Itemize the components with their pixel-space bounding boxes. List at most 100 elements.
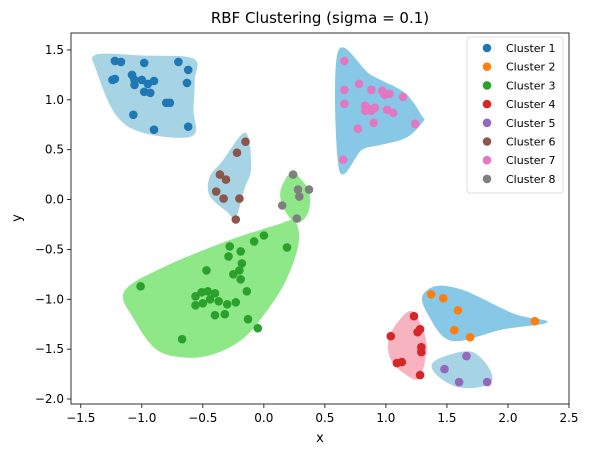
data-point (360, 106, 370, 116)
legend-label: Cluster 7 (506, 154, 556, 167)
data-point (409, 311, 419, 321)
y-axis-ticks: 1.5 1.0 0.5 0.0 −0.5 −1.0 −1.5 −2.0 (35, 43, 71, 406)
data-point (353, 124, 363, 133)
series-cluster-1 (108, 56, 193, 134)
data-point (174, 57, 183, 67)
data-point (139, 87, 149, 97)
data-point (183, 65, 193, 75)
data-point (440, 364, 449, 374)
data-point (210, 310, 220, 320)
data-point (530, 316, 540, 326)
data-point (242, 287, 252, 296)
series-cluster-3 (136, 231, 292, 344)
data-point (215, 170, 225, 179)
chart-title: RBF Clustering (sigma = 0.1) (211, 9, 429, 27)
legend-marker (482, 81, 492, 90)
legend-marker (482, 155, 492, 165)
legend-label: Cluster 1 (506, 42, 556, 55)
data-point (388, 108, 398, 118)
legend-marker (482, 137, 492, 146)
data-point (222, 300, 232, 309)
data-point (182, 78, 192, 88)
x-tick-label: 0.0 (254, 411, 273, 425)
series-cluster-5 (440, 351, 492, 387)
cluster-region-6 (421, 285, 548, 342)
legend-marker (482, 174, 492, 184)
data-point (398, 92, 408, 102)
legend-label: Cluster 6 (506, 136, 556, 149)
data-point (241, 137, 250, 146)
data-point (127, 70, 137, 80)
data-point (259, 231, 269, 240)
data-point (338, 155, 348, 164)
x-tick-label: 1.5 (437, 411, 456, 425)
data-point (149, 125, 159, 134)
data-point (136, 282, 145, 291)
x-tick-label: −1.5 (66, 411, 95, 425)
legend-marker (482, 43, 492, 53)
x-tick-label: −1.0 (127, 411, 156, 425)
legend-label: Cluster 3 (506, 79, 556, 92)
y-axis-label: y (10, 214, 25, 222)
data-point (197, 288, 206, 297)
data-point (236, 275, 245, 284)
data-point (340, 85, 349, 95)
data-point (282, 243, 292, 252)
data-point (236, 247, 245, 256)
series-cluster-4 (386, 311, 426, 380)
data-point (277, 201, 287, 210)
y-tick-label: 1.0 (45, 93, 64, 107)
y-tick-label: 0.5 (45, 143, 64, 157)
data-point (225, 242, 234, 251)
data-point (392, 358, 402, 368)
x-tick-label: 2.5 (559, 411, 578, 425)
series-cluster-8 (277, 170, 314, 223)
series-cluster-2 (426, 290, 540, 342)
x-tick-label: 1.0 (376, 411, 395, 425)
data-point (224, 252, 233, 261)
data-point (130, 80, 139, 90)
plot-area-frame (70, 32, 570, 405)
data-point (288, 170, 298, 179)
data-point (202, 266, 211, 275)
x-tick-label: 2.0 (498, 411, 517, 425)
data-point (354, 79, 364, 89)
data-point (198, 299, 208, 308)
legend-label: Cluster 5 (506, 117, 556, 130)
data-point (417, 347, 426, 357)
data-point (292, 214, 302, 223)
y-tick-label: −1.5 (35, 342, 64, 356)
data-point (367, 85, 376, 95)
legend: Cluster 1 Cluster 2 Cluster 3 Cluster 4 Clus… (466, 36, 564, 194)
data-point (386, 331, 396, 341)
y-tick-label: 1.5 (45, 43, 64, 57)
y-tick-label: 0.0 (45, 193, 64, 207)
legend-marker (482, 62, 492, 71)
data-point (249, 237, 259, 246)
data-point (116, 57, 126, 67)
series-cluster-6 (211, 137, 250, 224)
data-point (191, 301, 200, 310)
data-point (340, 56, 349, 66)
legend-label: Cluster 8 (506, 173, 556, 186)
x-tick-label: 0.5 (315, 411, 334, 425)
data-point (235, 266, 244, 275)
data-point (450, 325, 459, 335)
data-point (415, 370, 425, 380)
data-point (369, 118, 379, 128)
legend-marker (482, 99, 492, 109)
y-tick-label: −1.0 (35, 292, 64, 306)
legend-label: Cluster 4 (506, 98, 556, 111)
data-point (165, 98, 175, 108)
data-point (219, 194, 228, 203)
legend-label: Cluster 2 (506, 61, 556, 74)
data-point (385, 89, 394, 99)
data-point (293, 185, 303, 194)
data-point (304, 185, 314, 194)
data-point (183, 122, 193, 131)
data-point (243, 314, 253, 324)
data-point (237, 259, 247, 268)
cluster-region-2 (335, 47, 425, 175)
data-point (220, 309, 230, 319)
